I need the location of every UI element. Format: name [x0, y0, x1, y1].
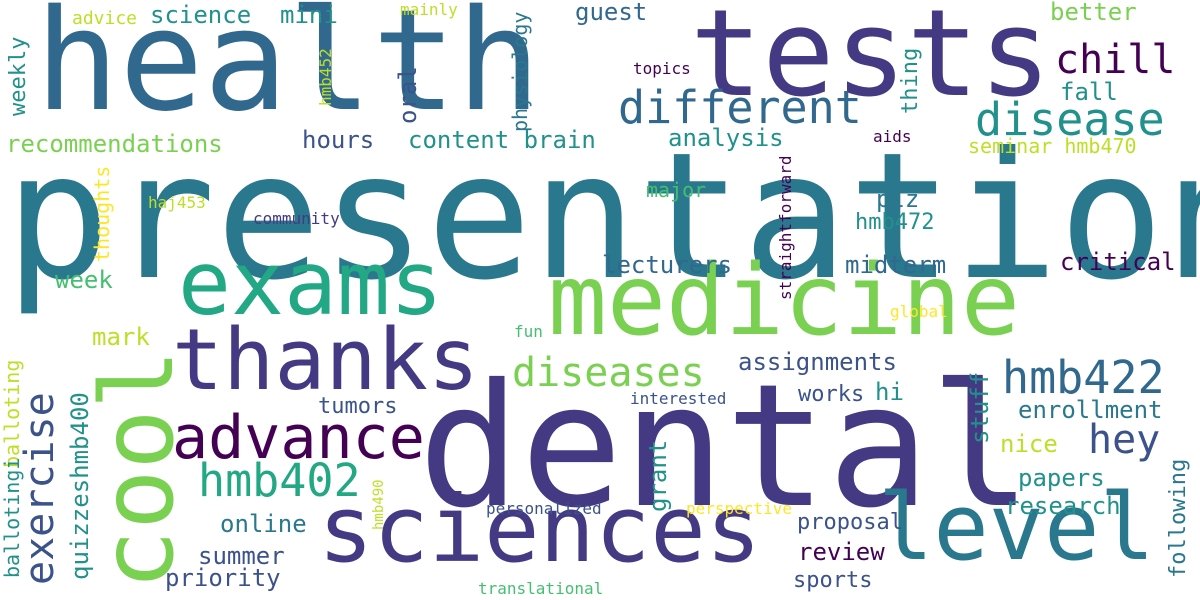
- word-chill: chill: [1055, 37, 1176, 83]
- word-review: review: [798, 538, 885, 566]
- word-hours: hours: [302, 126, 375, 154]
- word-hmb490: hmb490: [371, 479, 387, 530]
- word-oral: oral: [394, 66, 422, 124]
- word-proposal: proposal: [797, 510, 903, 535]
- word-haj453: haj453: [148, 193, 206, 212]
- word-weekly: weekly: [6, 36, 31, 116]
- word-mini: mini: [280, 1, 338, 29]
- word-disease: disease: [975, 93, 1165, 146]
- word-different: different: [618, 81, 862, 134]
- word-aids: aids: [873, 127, 912, 146]
- word-personalized: personalized: [486, 499, 602, 518]
- word-major: major: [646, 178, 707, 202]
- word-priority: priority: [165, 564, 281, 592]
- word-plz: plz: [876, 185, 920, 213]
- word-perspective: perspective: [686, 499, 792, 518]
- word-balloting: balloting: [0, 359, 24, 468]
- word-recommendations: recommendations: [6, 130, 223, 158]
- word-ballotingi: ballotingi: [0, 457, 24, 578]
- word-lecturers: lecturers: [602, 251, 733, 279]
- word-exams: exams: [178, 232, 443, 335]
- word-thing: thing: [898, 47, 923, 114]
- word-research: research: [1005, 492, 1121, 520]
- word-fun: fun: [514, 322, 543, 341]
- word-enrollment: enrollment: [1018, 396, 1163, 424]
- word-assignments: assignments: [738, 348, 897, 376]
- word-physiology: physiology: [508, 11, 532, 132]
- word-hmb452: hmb452: [316, 48, 335, 106]
- word-nice: nice: [1000, 430, 1058, 458]
- word-diseases: diseases: [512, 350, 705, 396]
- word-analysis: analysis: [668, 124, 784, 152]
- word-thanks: thanks: [172, 311, 480, 410]
- word-mainly: mainly: [400, 0, 458, 19]
- word-following: following: [1166, 458, 1191, 578]
- word-presentation: presentation: [5, 116, 1200, 319]
- word-hmb422: hmb422: [1002, 351, 1165, 404]
- word-fall: fall: [1060, 78, 1118, 106]
- word-content-brain: content brain: [408, 126, 596, 154]
- word-summer: summer: [198, 542, 285, 570]
- word-translational: translational: [478, 579, 604, 598]
- word-sciences: sciences: [318, 476, 762, 583]
- word-hey: hey: [1088, 417, 1161, 463]
- word-sports: sports: [793, 568, 873, 593]
- word-straightforward: straightforward: [776, 155, 795, 301]
- word-topics: topics: [633, 59, 691, 78]
- word-science: science: [150, 1, 252, 29]
- word-hmb402: hmb402: [198, 454, 361, 507]
- word-interested: interested: [630, 389, 727, 408]
- word-community: community: [253, 209, 340, 228]
- word-hi: hi: [875, 378, 904, 406]
- word-exercise: exercise: [17, 392, 63, 585]
- word-grant: grant: [644, 439, 672, 512]
- word-tumors: tumors: [318, 394, 398, 419]
- word-stuff: stuff: [966, 371, 994, 444]
- word-seminar-hmb470: seminar hmb470: [968, 134, 1137, 158]
- word-tests: tests: [690, 0, 1052, 124]
- word-thoughts: thoughts: [90, 165, 114, 262]
- word-level: level: [878, 474, 1155, 581]
- word-online: online: [220, 510, 307, 538]
- word-week: week: [55, 266, 113, 294]
- word-quizzeshmb400: quizzeshmb400: [66, 392, 94, 580]
- word-advance: advance: [172, 403, 425, 473]
- word-health: health: [35, 0, 541, 143]
- word-mark: mark: [92, 323, 150, 351]
- word-papers: papers: [1018, 464, 1105, 492]
- word-dental: dental: [418, 348, 1033, 546]
- word-medicine: medicine: [548, 244, 1021, 358]
- word-midterm: midterm: [845, 251, 947, 279]
- word-advice: advice: [72, 8, 138, 29]
- word-critical: critical: [1060, 248, 1176, 276]
- word-better: better: [1050, 0, 1137, 26]
- word-global: global: [890, 302, 948, 321]
- word-hmb472: hmb472: [855, 210, 935, 235]
- word-works: works: [798, 382, 865, 407]
- word-guest: guest: [575, 0, 648, 26]
